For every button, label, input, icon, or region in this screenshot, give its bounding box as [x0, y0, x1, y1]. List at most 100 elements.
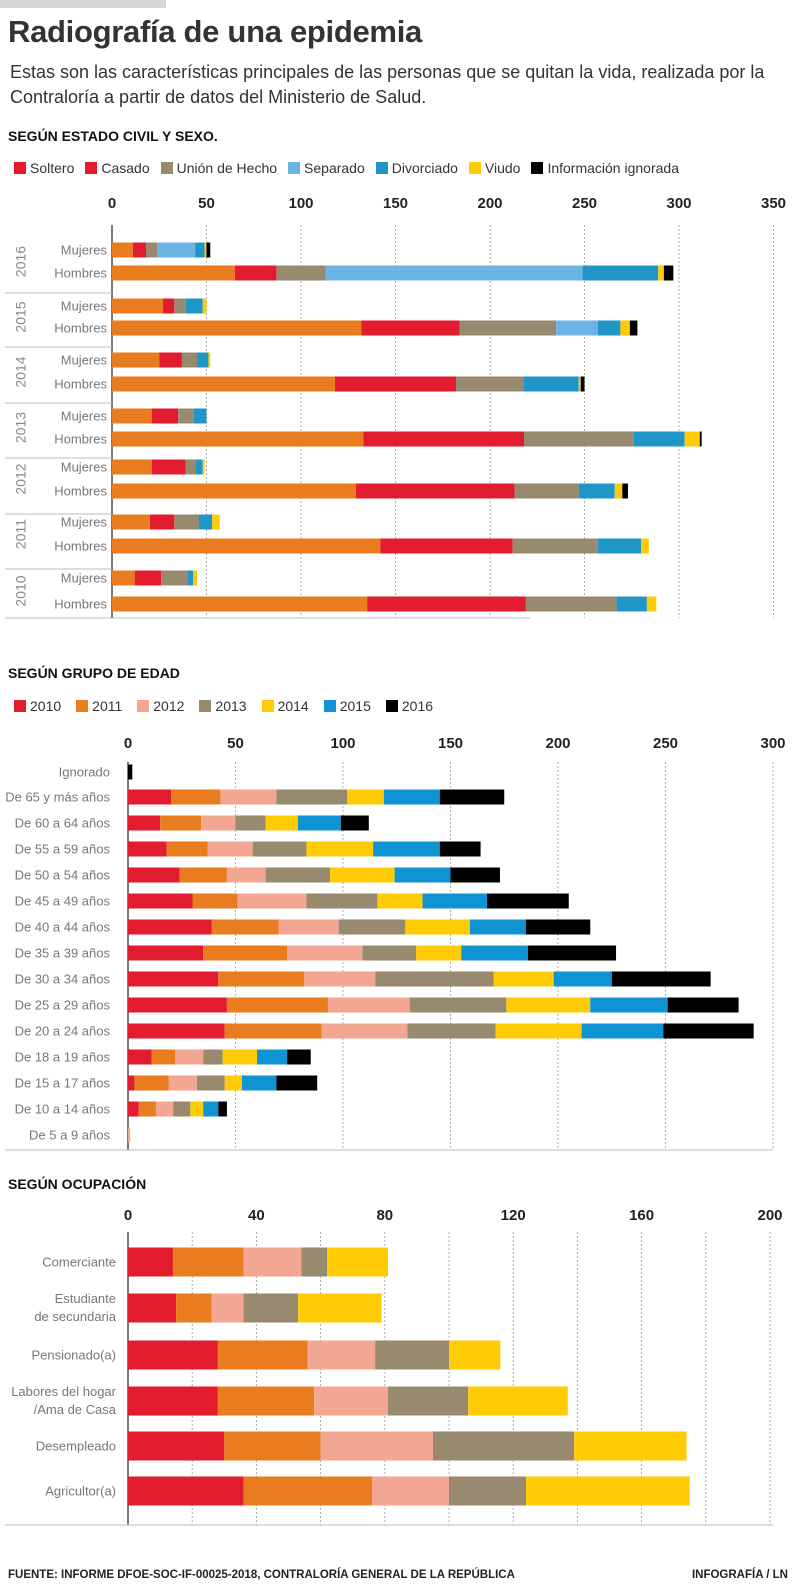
row-label: De 45 a 49 años	[15, 894, 111, 909]
row-label: De 18 a 19 años	[15, 1050, 111, 1065]
bar-segment	[276, 789, 348, 805]
bar-segment	[112, 242, 133, 258]
row-label: Estudiante	[55, 1291, 116, 1306]
bar-segment	[112, 483, 356, 499]
x-tick-label: 350	[761, 195, 786, 212]
bar-segment	[450, 867, 500, 883]
year-label: 2016	[13, 246, 29, 277]
bar-segment	[128, 1476, 244, 1506]
bar-segment	[375, 1340, 449, 1370]
bar-segment	[663, 265, 674, 281]
bar-segment	[195, 242, 205, 258]
section-title-civil: SEGÚN ESTADO CIVIL Y SEXO.	[8, 128, 218, 144]
bar-segment	[112, 596, 368, 612]
bar-segment	[112, 431, 364, 447]
row-label: De 40 a 44 años	[15, 920, 111, 935]
x-tick-label: 300	[666, 195, 691, 212]
legend-item: 2012	[137, 698, 184, 714]
row-label: Hombres	[54, 597, 107, 612]
x-tick-label: 250	[572, 195, 597, 212]
legend-swatch	[76, 700, 89, 712]
legend-swatch	[385, 700, 398, 712]
bar-segment	[327, 997, 410, 1013]
legend-swatch	[531, 162, 544, 174]
bar-segment	[181, 352, 198, 368]
row-label: Mujeres	[61, 353, 108, 368]
bar-segment	[218, 1101, 227, 1117]
x-tick-label: 0	[124, 1207, 132, 1224]
bar-segment	[335, 376, 456, 392]
bar-segment	[128, 1075, 135, 1091]
legend-label: Separado	[304, 160, 365, 176]
bar-segment	[212, 514, 220, 530]
x-tick-label: 160	[629, 1207, 654, 1224]
bar-segment	[278, 919, 339, 935]
bar-segment	[633, 431, 685, 447]
legend-swatch	[160, 162, 173, 174]
bar-segment	[307, 1340, 376, 1370]
bar-segment	[287, 1049, 311, 1065]
bar-segment	[235, 815, 266, 831]
bar-segment	[330, 867, 395, 883]
bar-segment	[371, 1476, 449, 1506]
row-label: Mujeres	[61, 460, 108, 475]
bar-segment	[582, 265, 659, 281]
x-tick-label: 150	[438, 735, 463, 752]
bar-segment	[193, 570, 198, 586]
bar-segment	[128, 1101, 139, 1117]
bar-segment	[159, 352, 182, 368]
bar-segment	[611, 971, 711, 987]
legend-civil: Soltero Casado Unión de Hecho Separado Divor…	[14, 160, 679, 176]
row-label: De 25 a 29 años	[15, 998, 111, 1013]
year-label: 2014	[13, 356, 29, 387]
bar-segment	[243, 1247, 302, 1277]
bar-segment	[506, 997, 591, 1013]
bar-segment	[367, 596, 526, 612]
year-label: 2015	[13, 301, 29, 332]
bar-segment	[646, 596, 657, 612]
source-note: FUENTE: INFORME DFOE-SOC-IF-00025-2018, …	[8, 1569, 515, 1581]
x-tick-label: 50	[227, 735, 244, 752]
bar-segment	[525, 596, 617, 612]
legend-item: Separado	[288, 160, 365, 176]
x-tick-label: 200	[757, 1207, 782, 1224]
section-title-occupation: SEGÚN OCUPACIÓN	[8, 1176, 147, 1192]
bar-segment	[667, 997, 739, 1013]
bar-segment	[112, 376, 336, 392]
year-label: 2010	[13, 575, 29, 606]
bar-segment	[449, 1476, 527, 1506]
bar-segment	[222, 1049, 257, 1065]
bar-segment	[202, 298, 207, 314]
bar-segment	[176, 1293, 212, 1323]
bar-segment	[179, 867, 227, 883]
section-title-age: SEGÚN GRUPO DE EDAD	[8, 665, 180, 681]
bar-segment	[203, 1049, 223, 1065]
x-tick-label: 300	[760, 735, 785, 752]
bar-segment	[128, 919, 212, 935]
row-label: Comerciante	[42, 1255, 116, 1270]
bar-segment	[338, 919, 406, 935]
bar-segment	[581, 1023, 664, 1039]
bar-segment	[455, 376, 525, 392]
bar-segment	[196, 1075, 225, 1091]
bar-segment	[172, 1247, 244, 1277]
bar-segment	[578, 483, 615, 499]
bar-segment	[320, 1431, 433, 1461]
bar-segment	[203, 945, 288, 961]
bar-segment	[297, 815, 341, 831]
bar-segment	[168, 1075, 197, 1091]
legend-swatch	[85, 162, 98, 174]
bar-segment	[224, 1075, 242, 1091]
bar-segment	[185, 459, 196, 475]
bar-segment	[198, 514, 213, 530]
bar-segment	[265, 867, 331, 883]
bar-segment	[276, 1075, 318, 1091]
legend-label: 2010	[30, 698, 62, 714]
bar-segment	[224, 1023, 322, 1039]
row-label: Mujeres	[61, 515, 108, 530]
bar-segment	[207, 841, 253, 857]
bar-segment	[495, 1023, 582, 1039]
legend-age: 2010 2011 2012 2013 2014 2015 2016	[14, 698, 433, 714]
bar-segment	[193, 408, 207, 424]
